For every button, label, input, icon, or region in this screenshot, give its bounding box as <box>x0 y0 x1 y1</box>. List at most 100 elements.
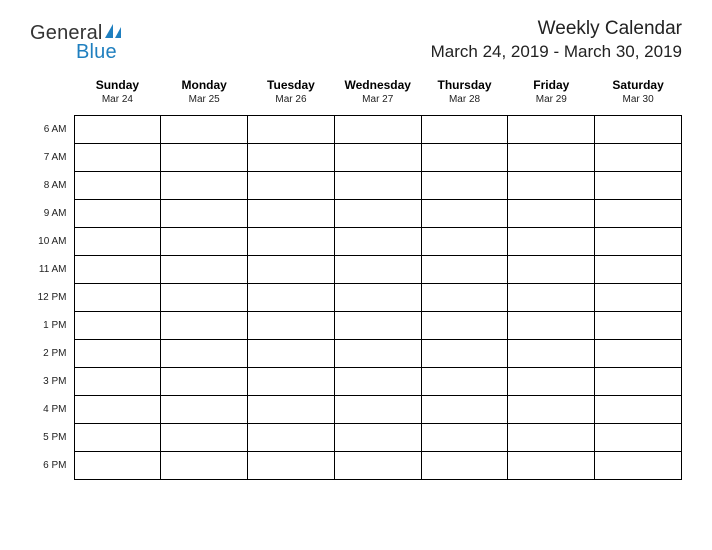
calendar-cell[interactable] <box>508 368 595 396</box>
calendar-cell[interactable] <box>508 312 595 340</box>
calendar-cell[interactable] <box>248 312 335 340</box>
calendar-cell[interactable] <box>508 172 595 200</box>
hour-row: 5 PM <box>30 424 682 452</box>
calendar-cell[interactable] <box>421 284 508 312</box>
calendar-cell[interactable] <box>595 396 682 424</box>
calendar-cell[interactable] <box>508 200 595 228</box>
calendar-cell[interactable] <box>334 396 421 424</box>
calendar-cell[interactable] <box>595 424 682 452</box>
calendar-cell[interactable] <box>421 452 508 480</box>
calendar-cell[interactable] <box>74 368 161 396</box>
calendar-cell[interactable] <box>248 144 335 172</box>
calendar-cell[interactable] <box>508 396 595 424</box>
calendar-cell[interactable] <box>595 312 682 340</box>
calendar-cell[interactable] <box>595 368 682 396</box>
calendar-cell[interactable] <box>248 284 335 312</box>
calendar-cell[interactable] <box>74 424 161 452</box>
calendar-cell[interactable] <box>334 452 421 480</box>
calendar-cell[interactable] <box>74 396 161 424</box>
logo-text: General Blue <box>30 22 125 64</box>
day-date: Mar 30 <box>595 94 682 116</box>
calendar-cell[interactable] <box>248 116 335 144</box>
calendar-cell[interactable] <box>334 200 421 228</box>
calendar-cell[interactable] <box>74 312 161 340</box>
calendar-cell[interactable] <box>74 172 161 200</box>
calendar-cell[interactable] <box>508 116 595 144</box>
calendar-cell[interactable] <box>161 172 248 200</box>
calendar-cell[interactable] <box>421 396 508 424</box>
calendar-cell[interactable] <box>161 312 248 340</box>
hour-label: 8 AM <box>30 172 74 200</box>
calendar-cell[interactable] <box>248 340 335 368</box>
calendar-cell[interactable] <box>74 452 161 480</box>
calendar-cell[interactable] <box>334 312 421 340</box>
calendar-cell[interactable] <box>161 228 248 256</box>
day-header: Thursday <box>421 78 508 94</box>
calendar-cell[interactable] <box>595 452 682 480</box>
calendar-cell[interactable] <box>161 396 248 424</box>
calendar-cell[interactable] <box>421 144 508 172</box>
calendar-cell[interactable] <box>595 116 682 144</box>
calendar-cell[interactable] <box>421 200 508 228</box>
calendar-cell[interactable] <box>421 312 508 340</box>
calendar-cell[interactable] <box>161 424 248 452</box>
calendar-cell[interactable] <box>74 200 161 228</box>
calendar-cell[interactable] <box>161 340 248 368</box>
calendar-cell[interactable] <box>248 424 335 452</box>
calendar-cell[interactable] <box>248 200 335 228</box>
calendar-cell[interactable] <box>595 144 682 172</box>
calendar-cell[interactable] <box>74 144 161 172</box>
calendar-cell[interactable] <box>421 116 508 144</box>
calendar-cell[interactable] <box>161 368 248 396</box>
calendar-cell[interactable] <box>161 284 248 312</box>
calendar-cell[interactable] <box>421 368 508 396</box>
calendar-cell[interactable] <box>334 116 421 144</box>
calendar-cell[interactable] <box>334 340 421 368</box>
calendar-cell[interactable] <box>74 284 161 312</box>
calendar-cell[interactable] <box>421 172 508 200</box>
calendar-cell[interactable] <box>334 228 421 256</box>
calendar-cell[interactable] <box>421 256 508 284</box>
calendar-cell[interactable] <box>334 172 421 200</box>
calendar-cell[interactable] <box>161 452 248 480</box>
calendar-cell[interactable] <box>161 256 248 284</box>
calendar-cell[interactable] <box>421 228 508 256</box>
calendar-cell[interactable] <box>248 228 335 256</box>
calendar-cell[interactable] <box>508 256 595 284</box>
calendar-cell[interactable] <box>74 340 161 368</box>
calendar-cell[interactable] <box>421 424 508 452</box>
calendar-cell[interactable] <box>595 256 682 284</box>
calendar-cell[interactable] <box>161 116 248 144</box>
calendar-cell[interactable] <box>508 228 595 256</box>
calendar-cell[interactable] <box>508 452 595 480</box>
calendar-cell[interactable] <box>595 172 682 200</box>
calendar-cell[interactable] <box>248 172 335 200</box>
calendar-cell[interactable] <box>248 368 335 396</box>
calendar-cell[interactable] <box>248 396 335 424</box>
calendar-cell[interactable] <box>248 452 335 480</box>
calendar-cell[interactable] <box>508 284 595 312</box>
calendar-cell[interactable] <box>508 144 595 172</box>
day-name-row: Sunday Monday Tuesday Wednesday Thursday… <box>30 78 682 94</box>
calendar-cell[interactable] <box>161 200 248 228</box>
calendar-cell[interactable] <box>595 200 682 228</box>
calendar-cell[interactable] <box>334 144 421 172</box>
calendar-cell[interactable] <box>334 284 421 312</box>
calendar-cell[interactable] <box>334 256 421 284</box>
calendar-cell[interactable] <box>595 284 682 312</box>
hour-row: 4 PM <box>30 396 682 424</box>
calendar-cell[interactable] <box>74 116 161 144</box>
calendar-cell[interactable] <box>421 340 508 368</box>
calendar-cell[interactable] <box>334 424 421 452</box>
calendar-cell[interactable] <box>74 256 161 284</box>
calendar-cell[interactable] <box>161 144 248 172</box>
calendar-cell[interactable] <box>334 368 421 396</box>
calendar-cell[interactable] <box>508 424 595 452</box>
calendar-cell[interactable] <box>508 340 595 368</box>
day-date-row: Mar 24 Mar 25 Mar 26 Mar 27 Mar 28 Mar 2… <box>30 94 682 116</box>
calendar-cell[interactable] <box>248 256 335 284</box>
calendar-cell[interactable] <box>595 228 682 256</box>
calendar-cell[interactable] <box>595 340 682 368</box>
corner-cell <box>30 94 74 116</box>
calendar-cell[interactable] <box>74 228 161 256</box>
